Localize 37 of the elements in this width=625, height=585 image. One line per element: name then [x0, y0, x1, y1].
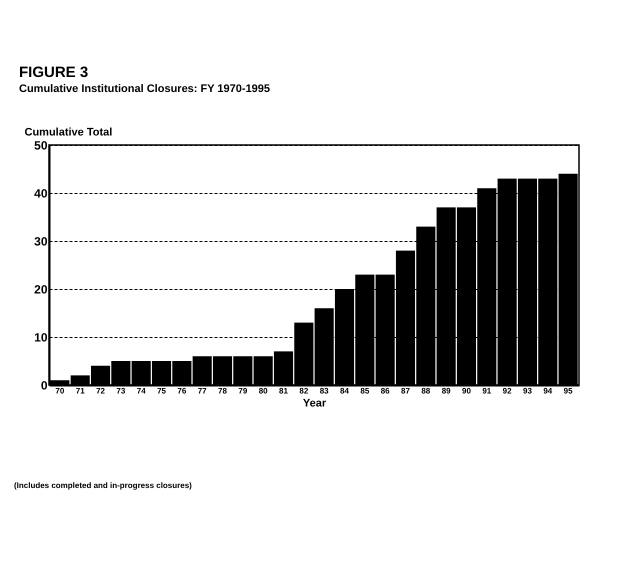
y-tick-label: 50 — [34, 138, 48, 152]
x-tick-label: 83 — [320, 386, 330, 396]
chart-subtitle: Cumulative Institutional Closures: FY 1970-1995 — [19, 83, 270, 95]
text: (Includes completed and in-progress closures) — [14, 481, 193, 491]
x-tick-label: 75 — [157, 386, 167, 396]
y-axis-title: Cumulative Total — [24, 126, 112, 138]
x-tick-label: 82 — [299, 386, 309, 396]
x-tick-label: 73 — [116, 386, 126, 396]
x-tick-label: 79 — [238, 386, 248, 396]
y-tick-label: 30 — [34, 234, 48, 248]
x-tick-label: 88 — [421, 386, 431, 396]
x-tick-label: 78 — [218, 386, 228, 396]
x-tick-label: 80 — [258, 386, 268, 396]
y-tick-label: 10 — [34, 330, 48, 344]
x-tick-label: 74 — [136, 386, 146, 396]
x-axis-title: Year — [302, 398, 327, 410]
x-tick-label: 70 — [55, 386, 65, 396]
x-tick-label: 93 — [523, 386, 532, 396]
x-tick-label: 72 — [96, 386, 106, 396]
y-tick-label: 40 — [34, 186, 48, 200]
x-tick-label: 77 — [198, 386, 208, 396]
x-tick-label: 94 — [543, 386, 553, 396]
x-tick-label: 85 — [360, 386, 370, 396]
chart-title: FIGURE 3 — [19, 64, 88, 81]
x-tick-label: 81 — [279, 386, 288, 396]
x-tick-label: 90 — [462, 386, 472, 396]
x-tick-label: 91 — [482, 386, 492, 396]
x-tick-label: 89 — [442, 386, 452, 396]
y-tick-label: 20 — [34, 282, 48, 296]
x-tick-label: 86 — [380, 386, 390, 396]
y-tick-label: 0 — [40, 378, 48, 392]
x-tick-label: 95 — [564, 386, 574, 396]
x-tick-label: 92 — [502, 386, 512, 396]
x-tick-label: 84 — [340, 386, 350, 396]
x-tick-label: 76 — [177, 386, 187, 396]
x-tick-label: 87 — [401, 386, 410, 396]
x-tick-label: 71 — [76, 386, 86, 396]
